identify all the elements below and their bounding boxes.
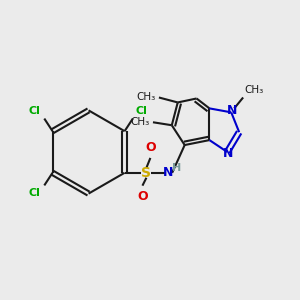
Text: O: O	[137, 190, 148, 202]
Text: Cl: Cl	[136, 106, 148, 116]
Text: Cl: Cl	[28, 106, 40, 116]
Text: CH₃: CH₃	[131, 117, 150, 127]
Text: CH₃: CH₃	[137, 92, 156, 103]
Text: N: N	[227, 104, 237, 117]
Text: O: O	[145, 141, 156, 154]
Text: CH₃: CH₃	[244, 85, 263, 94]
Text: N: N	[223, 148, 233, 160]
Text: Cl: Cl	[28, 188, 40, 198]
Text: S: S	[141, 166, 152, 180]
Text: H: H	[172, 163, 182, 173]
Text: N: N	[163, 166, 173, 179]
